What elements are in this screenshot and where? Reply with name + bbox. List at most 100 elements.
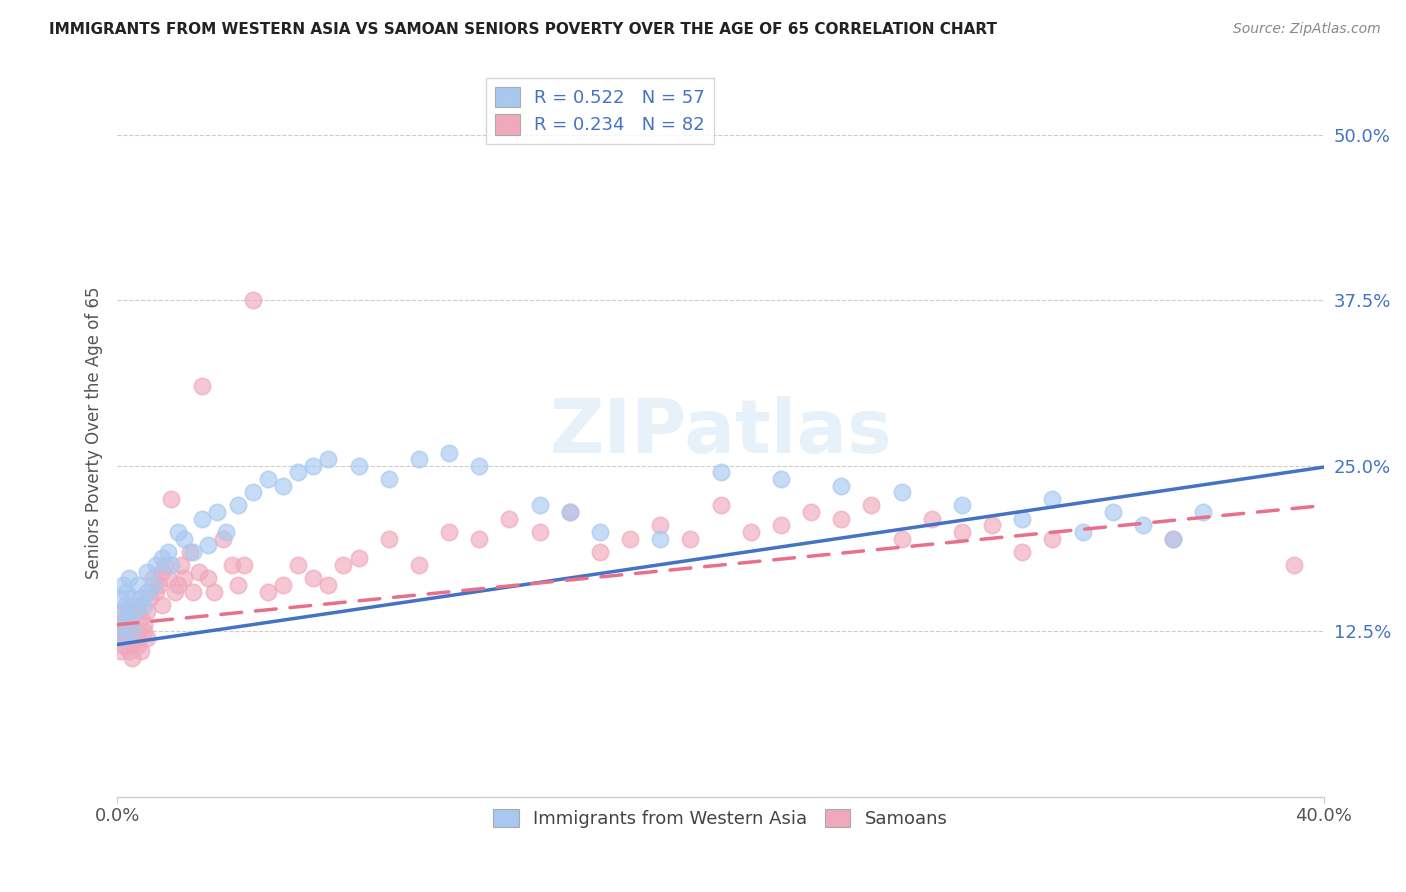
Point (1192, 505, 1215, 519)
Point (1132, 518, 1154, 533)
Point (131, 611, 153, 625)
Point (127, 624, 149, 639)
Point (318, 578, 340, 592)
Point (650, 518, 672, 533)
Point (134, 624, 156, 639)
Point (211, 532, 233, 546)
Point (155, 558, 177, 572)
Point (157, 545, 180, 559)
Point (1042, 491, 1064, 506)
Point (179, 545, 201, 559)
Point (108, 631, 131, 645)
Point (830, 512, 852, 526)
Point (112, 604, 135, 618)
Point (127, 578, 149, 592)
Point (112, 631, 135, 645)
Point (377, 532, 399, 546)
Point (242, 293, 264, 308)
Point (318, 452, 340, 467)
Point (134, 598, 156, 612)
Point (118, 604, 141, 618)
Point (131, 591, 153, 606)
Point (115, 584, 138, 599)
Point (173, 532, 195, 546)
Point (558, 505, 581, 519)
Point (950, 499, 973, 513)
Point (226, 499, 249, 513)
Point (650, 532, 672, 546)
Point (1011, 512, 1033, 526)
Point (202, 584, 225, 599)
Point (145, 558, 167, 572)
Point (740, 524, 762, 539)
Point (589, 524, 612, 539)
Point (215, 524, 238, 539)
Point (226, 578, 249, 592)
Point (157, 571, 180, 585)
Point (136, 584, 159, 599)
Point (589, 545, 612, 559)
Point (679, 532, 702, 546)
Point (1161, 532, 1184, 546)
Point (271, 478, 294, 492)
Point (950, 524, 973, 539)
Legend: Immigrants from Western Asia, Samoans: Immigrants from Western Asia, Samoans (486, 801, 955, 835)
Point (890, 485, 912, 500)
Point (1282, 558, 1305, 572)
Point (121, 591, 143, 606)
Point (166, 524, 188, 539)
Point (108, 617, 131, 632)
Point (769, 472, 792, 486)
Point (112, 604, 135, 618)
Point (166, 578, 188, 592)
Point (115, 617, 138, 632)
Point (800, 505, 823, 519)
Point (558, 505, 581, 519)
Point (619, 532, 641, 546)
Point (1042, 532, 1064, 546)
Point (118, 611, 141, 625)
Point (1161, 532, 1184, 546)
Point (152, 565, 174, 579)
Point (112, 638, 135, 652)
Y-axis label: Seniors Poverty Over the Age of 65: Seniors Poverty Over the Age of 65 (86, 286, 103, 579)
Text: Source: ZipAtlas.com: Source: ZipAtlas.com (1233, 22, 1381, 37)
Point (139, 591, 162, 606)
Point (121, 624, 143, 639)
Point (124, 598, 146, 612)
Point (221, 558, 243, 572)
Point (190, 512, 212, 526)
Text: IMMIGRANTS FROM WESTERN ASIA VS SAMOAN SENIORS POVERTY OVER THE AGE OF 65 CORREL: IMMIGRANTS FROM WESTERN ASIA VS SAMOAN S… (49, 22, 997, 37)
Point (136, 631, 159, 645)
Point (115, 611, 138, 625)
Point (890, 532, 912, 546)
Point (145, 584, 167, 599)
Point (921, 512, 943, 526)
Point (1101, 505, 1123, 519)
Point (347, 458, 370, 473)
Point (127, 604, 149, 618)
Point (190, 379, 212, 393)
Point (134, 617, 156, 632)
Point (242, 485, 264, 500)
Point (205, 505, 228, 519)
Point (709, 499, 731, 513)
Point (981, 518, 1004, 533)
Point (232, 558, 254, 572)
Point (437, 524, 460, 539)
Point (302, 458, 325, 473)
Point (287, 466, 309, 480)
Point (160, 491, 183, 506)
Point (124, 604, 146, 618)
Point (115, 598, 138, 612)
Point (498, 512, 520, 526)
Point (287, 558, 309, 572)
Point (408, 558, 430, 572)
Point (830, 478, 852, 492)
Point (121, 638, 143, 652)
Point (187, 565, 209, 579)
Point (709, 466, 731, 480)
Point (118, 644, 141, 658)
Point (271, 578, 294, 592)
Point (1071, 524, 1094, 539)
